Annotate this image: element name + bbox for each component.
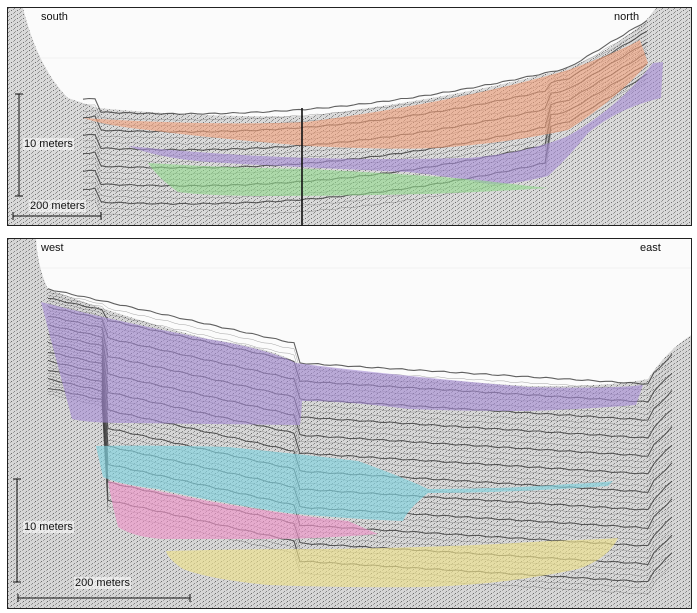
purple-unit-polygon — [128, 62, 663, 185]
cyan-unit-polygon — [96, 445, 613, 521]
reflector-line — [82, 20, 648, 115]
orange-unit-polygon — [83, 40, 648, 149]
east-label: east — [640, 242, 661, 254]
pink-unit-polygon — [108, 481, 378, 539]
green-unit-polygon — [148, 163, 548, 196]
seismic-profile-west-east: west east 10 meters 200 meters — [7, 238, 692, 609]
top-profile-svg — [8, 8, 691, 225]
horizontal-scale-bar — [12, 212, 102, 220]
reflector-line — [47, 288, 673, 385]
yellow-unit-polygon — [166, 538, 618, 588]
bottom-profile-svg — [8, 239, 691, 608]
purple-unit-polygon — [41, 302, 643, 425]
vertical-scale-label: 10 meters — [23, 521, 74, 533]
horizontal-scale-label: 200 meters — [74, 577, 132, 589]
south-label: south — [41, 11, 68, 23]
seismic-profile-south-north: south north 10 meters 200 meters — [7, 7, 692, 226]
vertical-scale-label: 10 meters — [23, 138, 74, 150]
north-label: north — [614, 11, 640, 23]
horizontal-scale-bar — [17, 594, 191, 602]
vertical-scale-bar — [15, 93, 23, 197]
horizontal-scale-label: 200 meters — [29, 200, 87, 212]
vertical-scale-bar — [13, 478, 21, 583]
west-label: west — [41, 242, 64, 254]
